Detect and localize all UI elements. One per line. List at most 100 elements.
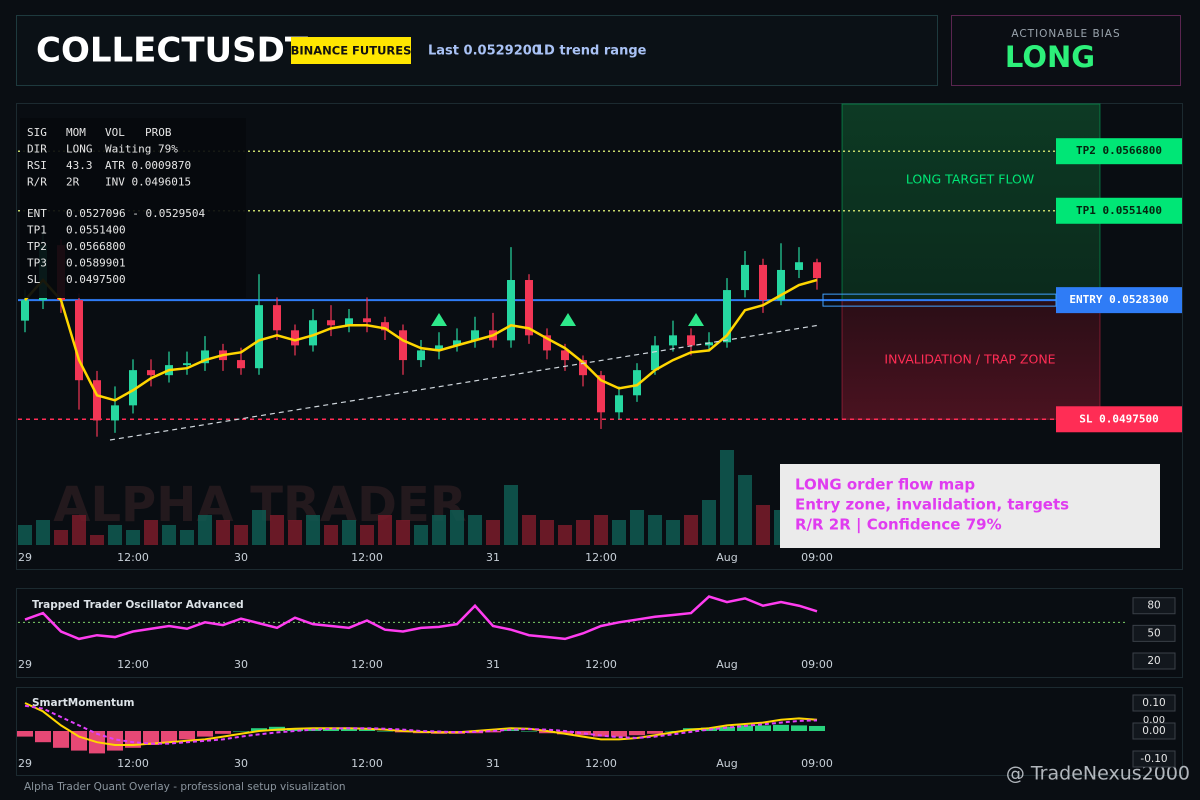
info-cell: R/R (27, 176, 47, 189)
momentum-bar (791, 725, 807, 731)
info-panel (20, 118, 246, 298)
oscillator-line (24, 595, 818, 641)
x-tick-label: 12:00 (351, 658, 383, 671)
volume-bar (108, 525, 122, 545)
momentum-bar (701, 727, 717, 731)
x-tick-label: 29 (18, 658, 32, 671)
level-label: SL 0.0497500 (1079, 412, 1158, 425)
momentum-bar (179, 731, 195, 740)
y-tick-label: 50 (1147, 627, 1160, 639)
volume-bar (738, 475, 752, 545)
candle-body (291, 330, 299, 346)
level-label: ENTRY 0.0528300 (1069, 293, 1168, 306)
volume-bar (198, 515, 212, 545)
momentum-bar (107, 731, 123, 751)
volume-bar (144, 520, 158, 545)
volume-bar (288, 520, 302, 545)
y-tick-label: -0.10 (1140, 753, 1167, 765)
x-tick-label: 12:00 (351, 757, 383, 770)
momentum-bar (575, 731, 591, 736)
info-cell: MOM (66, 126, 86, 139)
info-level: 0.0589901 (66, 257, 126, 270)
volume-bar (558, 525, 572, 545)
momentum-line (24, 704, 818, 745)
volume-bar (324, 525, 338, 545)
info-cell: RSI (27, 159, 47, 172)
x-tick-label: 30 (234, 658, 248, 671)
momentum-bar (53, 731, 69, 748)
current-label: 0.00 (1143, 715, 1165, 726)
candle-body (381, 322, 389, 331)
momentum-bar (629, 731, 645, 736)
candle-body (741, 264, 749, 291)
annotation-box (780, 464, 1160, 548)
info-cell: 43.3 (66, 159, 93, 172)
x-tick-label: 30 (234, 551, 248, 564)
volume-bar (90, 535, 104, 545)
momentum-bar (773, 724, 789, 731)
candle-body (615, 395, 623, 413)
x-tick-label: 31 (486, 658, 500, 671)
momentum-bar (215, 731, 231, 734)
candle-body (543, 335, 551, 351)
volume-bar (702, 500, 716, 545)
info-cell: INV 0.0496015 (105, 176, 191, 189)
candle-body (561, 350, 569, 361)
momentum-bar (233, 731, 249, 732)
momentum-bar (359, 729, 375, 731)
exchange-badge (291, 37, 411, 64)
info-cell: LONG (66, 143, 93, 156)
volume-bar (522, 515, 536, 545)
candle-body (777, 269, 785, 301)
volume-bar (414, 525, 428, 545)
candle-body (327, 320, 335, 326)
info-level: TP2 (27, 240, 47, 253)
info-cell: DIR (27, 143, 47, 156)
footer: Alpha Trader Quant Overlay - professiona… (24, 781, 346, 793)
candle-body (597, 375, 605, 413)
volume-bar (378, 515, 392, 545)
candle-body (651, 345, 659, 371)
volume-bar (162, 525, 176, 545)
trend-line (109, 324, 821, 441)
momentum-bar (521, 731, 537, 732)
momentum-bar (611, 731, 627, 737)
candle-body (723, 290, 731, 343)
y-tick-box (1132, 694, 1176, 712)
info-level: 0.0551400 (66, 224, 126, 237)
momentum-bar (125, 731, 141, 748)
volume-bar (342, 520, 356, 545)
candle-body (111, 405, 119, 421)
momentum-bar (809, 725, 825, 731)
momentum-bar (593, 731, 609, 737)
x-tick-label: 29 (18, 551, 32, 564)
volume-bar (432, 515, 446, 545)
level-box (1056, 406, 1182, 433)
candle-body (759, 264, 767, 301)
annotation-line: LONG order flow map (795, 476, 975, 494)
volume-bar (486, 520, 500, 545)
momentum-bar (485, 731, 501, 733)
momentum-line (24, 702, 818, 746)
x-tick-label: 12:00 (585, 757, 617, 770)
info-level: 0.0566800 (66, 240, 126, 253)
volume-bar (504, 485, 518, 545)
x-tick-label: 09:00 (801, 757, 833, 770)
x-tick-label: 12:00 (117, 757, 149, 770)
volume-bar (306, 515, 320, 545)
level-label: TP1 0.0551400 (1076, 204, 1162, 217)
momentum-bar (143, 731, 159, 745)
zone-label: INVALIDATION / TRAP ZONE (884, 352, 1055, 367)
annotation-line: R/R 2R | Confidence 79% (795, 516, 1002, 535)
info-level: SL (27, 273, 41, 286)
info-level: 0.0527096 - 0.0529504 (66, 207, 205, 220)
volume-bar (36, 520, 50, 545)
y-tick-box (1132, 750, 1176, 768)
momentum-bar (539, 731, 555, 734)
panel-title: Trapped Trader Oscillator Advanced (32, 599, 244, 611)
level-box (1056, 138, 1182, 165)
x-tick-label: 31 (486, 551, 500, 564)
volume-bar (396, 520, 410, 545)
momentum-bar (755, 725, 771, 731)
